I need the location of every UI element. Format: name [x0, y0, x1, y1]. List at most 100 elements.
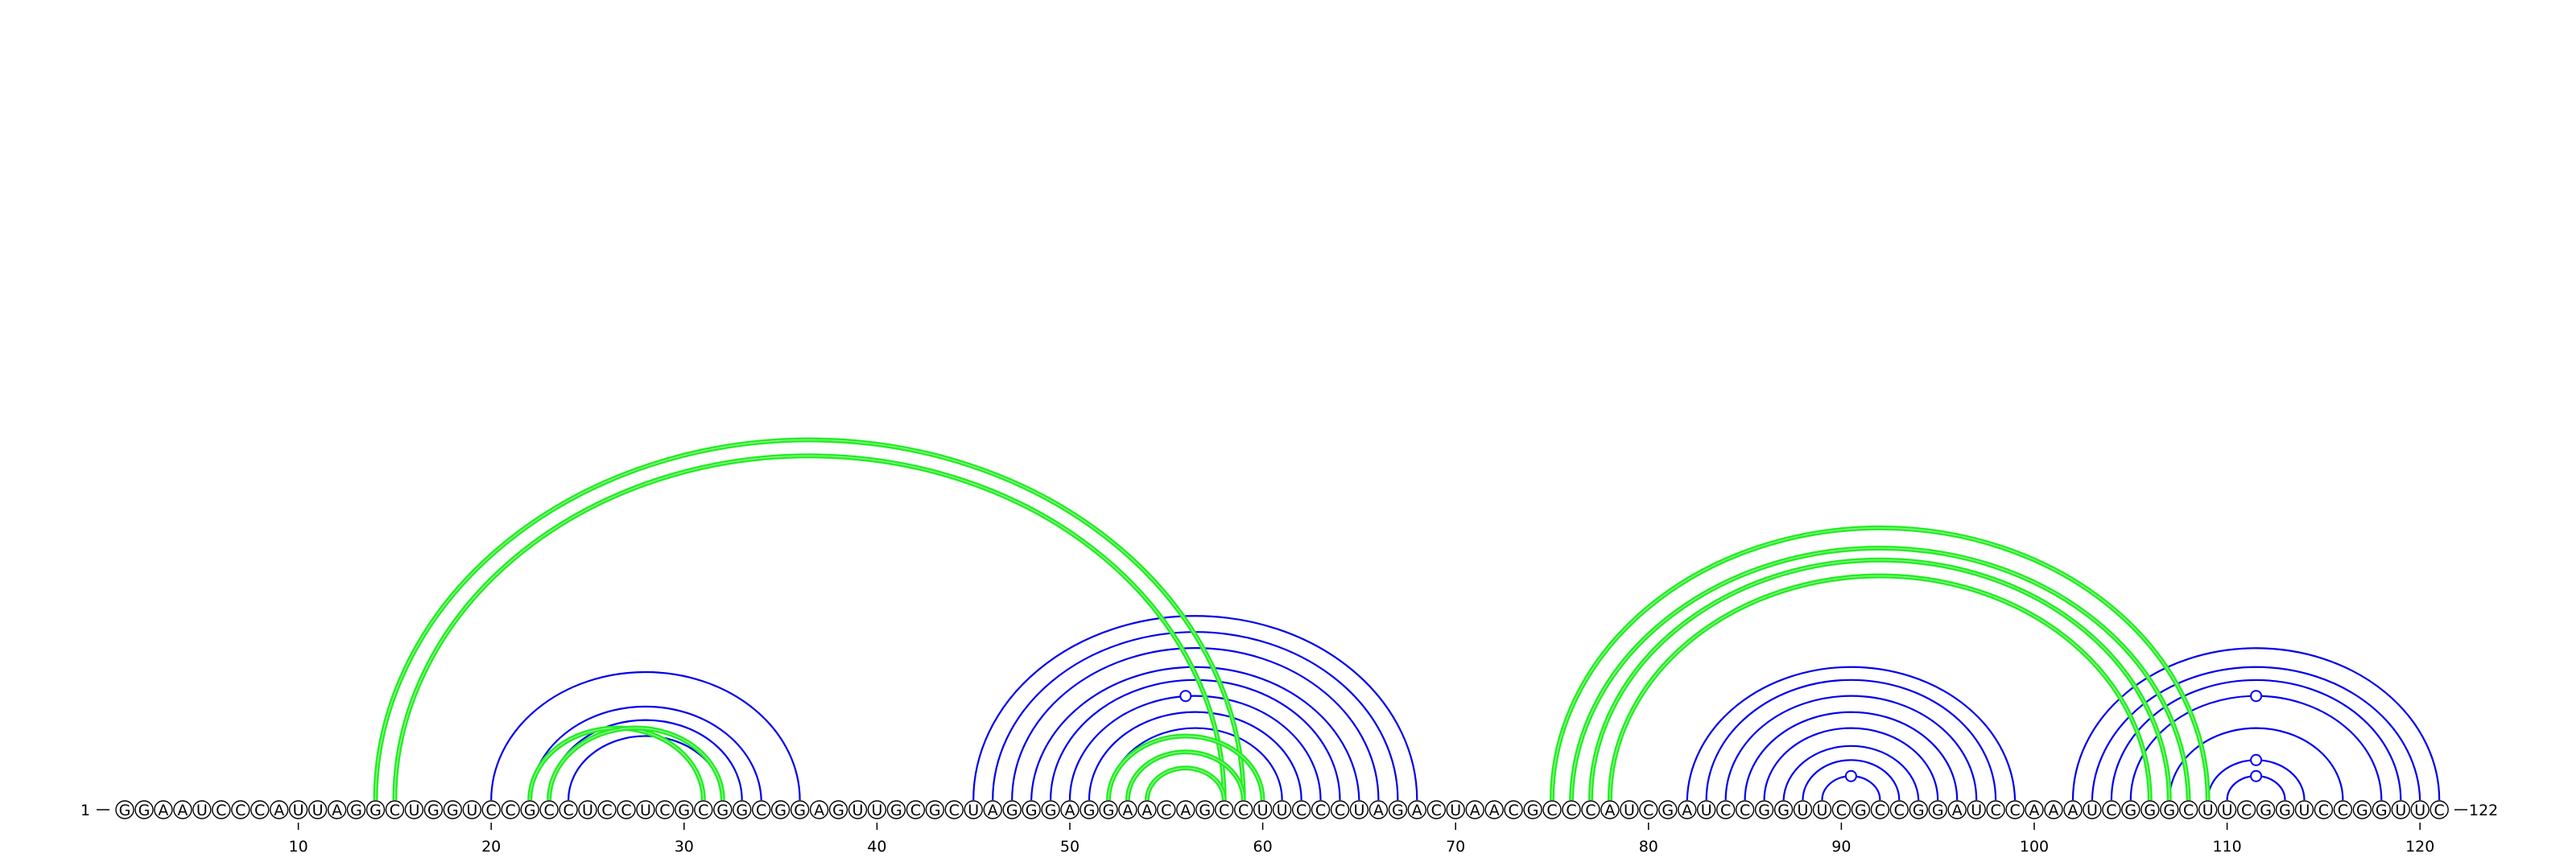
nucleotide-51: G	[1080, 800, 1099, 819]
nucleotide-15: C	[385, 800, 405, 819]
nucleotide-letter: G	[1026, 802, 1038, 819]
nucleotide-circle	[1253, 800, 1273, 819]
nucleotide-letter: U	[1817, 802, 1828, 819]
helix-pair-arc-87-94	[1782, 745, 1920, 801]
nucleotide-circle	[2063, 800, 2083, 819]
nucleotide-circle	[2025, 800, 2044, 819]
nucleotide-109: U	[2198, 800, 2218, 819]
nucleotide-2: G	[134, 800, 154, 819]
nucleotide-13: G	[346, 800, 366, 819]
nucleotide-letter: C	[621, 802, 631, 819]
nucleotide-circle	[1812, 800, 1832, 819]
nucleotide-letter: U	[1277, 802, 1288, 819]
nucleotide-14: G	[365, 800, 386, 819]
nucleotide-circle	[1388, 800, 1408, 819]
nucleotide-circle	[790, 800, 810, 819]
nucleotide-circle	[154, 800, 173, 819]
nucleotide-87: G	[1773, 800, 1794, 819]
nucleotide-circle	[1446, 800, 1465, 819]
tick-label-10: 10	[289, 838, 308, 856]
nucleotide-letter: C	[1990, 802, 2000, 819]
nucleotide-104: C	[2102, 800, 2121, 819]
nucleotide-76: C	[1562, 800, 1581, 819]
nucleotide-circle	[733, 800, 752, 819]
pseudoknot-pair-arc-77-107	[1588, 557, 2172, 801]
nucleotide-circle	[520, 800, 539, 819]
nucleotide-11: U	[308, 800, 328, 819]
nucleotide-letter: C	[2106, 802, 2116, 819]
nucleotide-54: A	[1137, 800, 1157, 819]
nucleotide-circle	[1099, 800, 1118, 819]
nucleotide-circle	[1928, 800, 1947, 819]
nucleotide-circle	[1214, 800, 1234, 819]
nucleotide-circle	[1407, 800, 1427, 819]
nucleotide-circle	[173, 800, 192, 819]
nucleotide-circle	[983, 800, 1002, 819]
helix-pair-arc-83-98	[1705, 679, 1997, 801]
nucleotide-circle	[1831, 800, 1852, 819]
nucleotide-circle	[964, 800, 983, 819]
nucleotide-50: A	[1060, 800, 1080, 819]
nucleotide-letter: A	[1470, 802, 1480, 819]
nucleotide-circle	[443, 800, 462, 819]
position-ticks: 10 20 30 40 50 60 70 80 90 100 110 120	[289, 823, 2434, 856]
nucleotide-90: C	[1831, 800, 1852, 819]
nucleotide-circle	[2160, 800, 2179, 819]
pair-marker-1	[1179, 690, 1192, 703]
nucleotide-letter: A	[988, 802, 998, 819]
nucleotide-letter: G	[2260, 802, 2272, 819]
pair-markers	[1179, 690, 2263, 782]
nucleotide-22: G	[520, 800, 539, 819]
nucleotide-letter: U	[582, 802, 593, 819]
nucleotide-circle	[1118, 800, 1137, 819]
nucleotide-circle	[2217, 800, 2237, 819]
nucleotide-letter: G	[890, 802, 902, 819]
nucleotide-17: G	[423, 800, 444, 819]
nucleotide-107: G	[2160, 800, 2179, 819]
tick-label-80: 80	[1639, 838, 1658, 856]
nucleotide-letter: C	[216, 802, 226, 819]
nucleotide-circle	[1349, 800, 1369, 819]
nucleotide-letter: G	[1084, 802, 1096, 819]
nucleotide-circle	[539, 800, 559, 819]
helix-pair-arc-84-97	[1724, 695, 1978, 801]
nucleotide-63: C	[1311, 800, 1331, 819]
nucleotide-letter: G	[2279, 802, 2291, 819]
nucleotide-letter: C	[949, 802, 960, 819]
nucleotide-letter: C	[2434, 802, 2445, 819]
nucleotide-48: G	[1022, 800, 1041, 819]
nucleotide-circle	[1330, 800, 1350, 819]
nucleotide-circle	[597, 800, 617, 819]
nucleotide-circle	[423, 800, 444, 819]
helix-pair-arc-107-116	[2168, 727, 2344, 801]
nucleotide-circle	[270, 800, 289, 819]
nucleotide-letter: C	[390, 802, 400, 819]
nucleotide-79: U	[1620, 800, 1639, 819]
nucleotide-circle	[1022, 800, 1041, 819]
pseudoknot-pair-arc-core-75-109	[1551, 527, 2209, 801]
nucleotide-55: C	[1157, 800, 1176, 819]
nucleotide-letter: C	[1720, 802, 1731, 819]
nucleotide-letter: C	[2009, 802, 2020, 819]
nucleotide-circle	[636, 800, 655, 819]
nucleotide-circle	[1176, 800, 1195, 819]
end-position-label: 122	[2469, 802, 2498, 819]
nucleotide-letter: G	[119, 802, 131, 819]
nucleotide-letter: G	[1006, 802, 1018, 819]
nucleotide-circle	[1773, 800, 1794, 819]
nucleotide-52: G	[1099, 800, 1118, 819]
nucleotide-43: G	[925, 800, 945, 819]
nucleotide-letter: G	[1392, 802, 1404, 819]
nucleotide-letter: G	[2144, 802, 2156, 819]
nucleotide-53: A	[1118, 800, 1137, 819]
nucleotide-circle	[925, 800, 945, 819]
nucleotide-letter: G	[832, 802, 844, 819]
tick-label-20: 20	[481, 838, 501, 856]
nucleotide-60: U	[1253, 800, 1273, 819]
nucleotide-letter: C	[1238, 802, 1249, 819]
nucleotide-circle	[1909, 800, 1929, 819]
nucleotide-7: C	[231, 800, 250, 819]
nucleotide-letter: C	[1875, 802, 1885, 819]
nucleotide-circle	[944, 800, 964, 819]
nucleotide-circle	[288, 800, 308, 819]
